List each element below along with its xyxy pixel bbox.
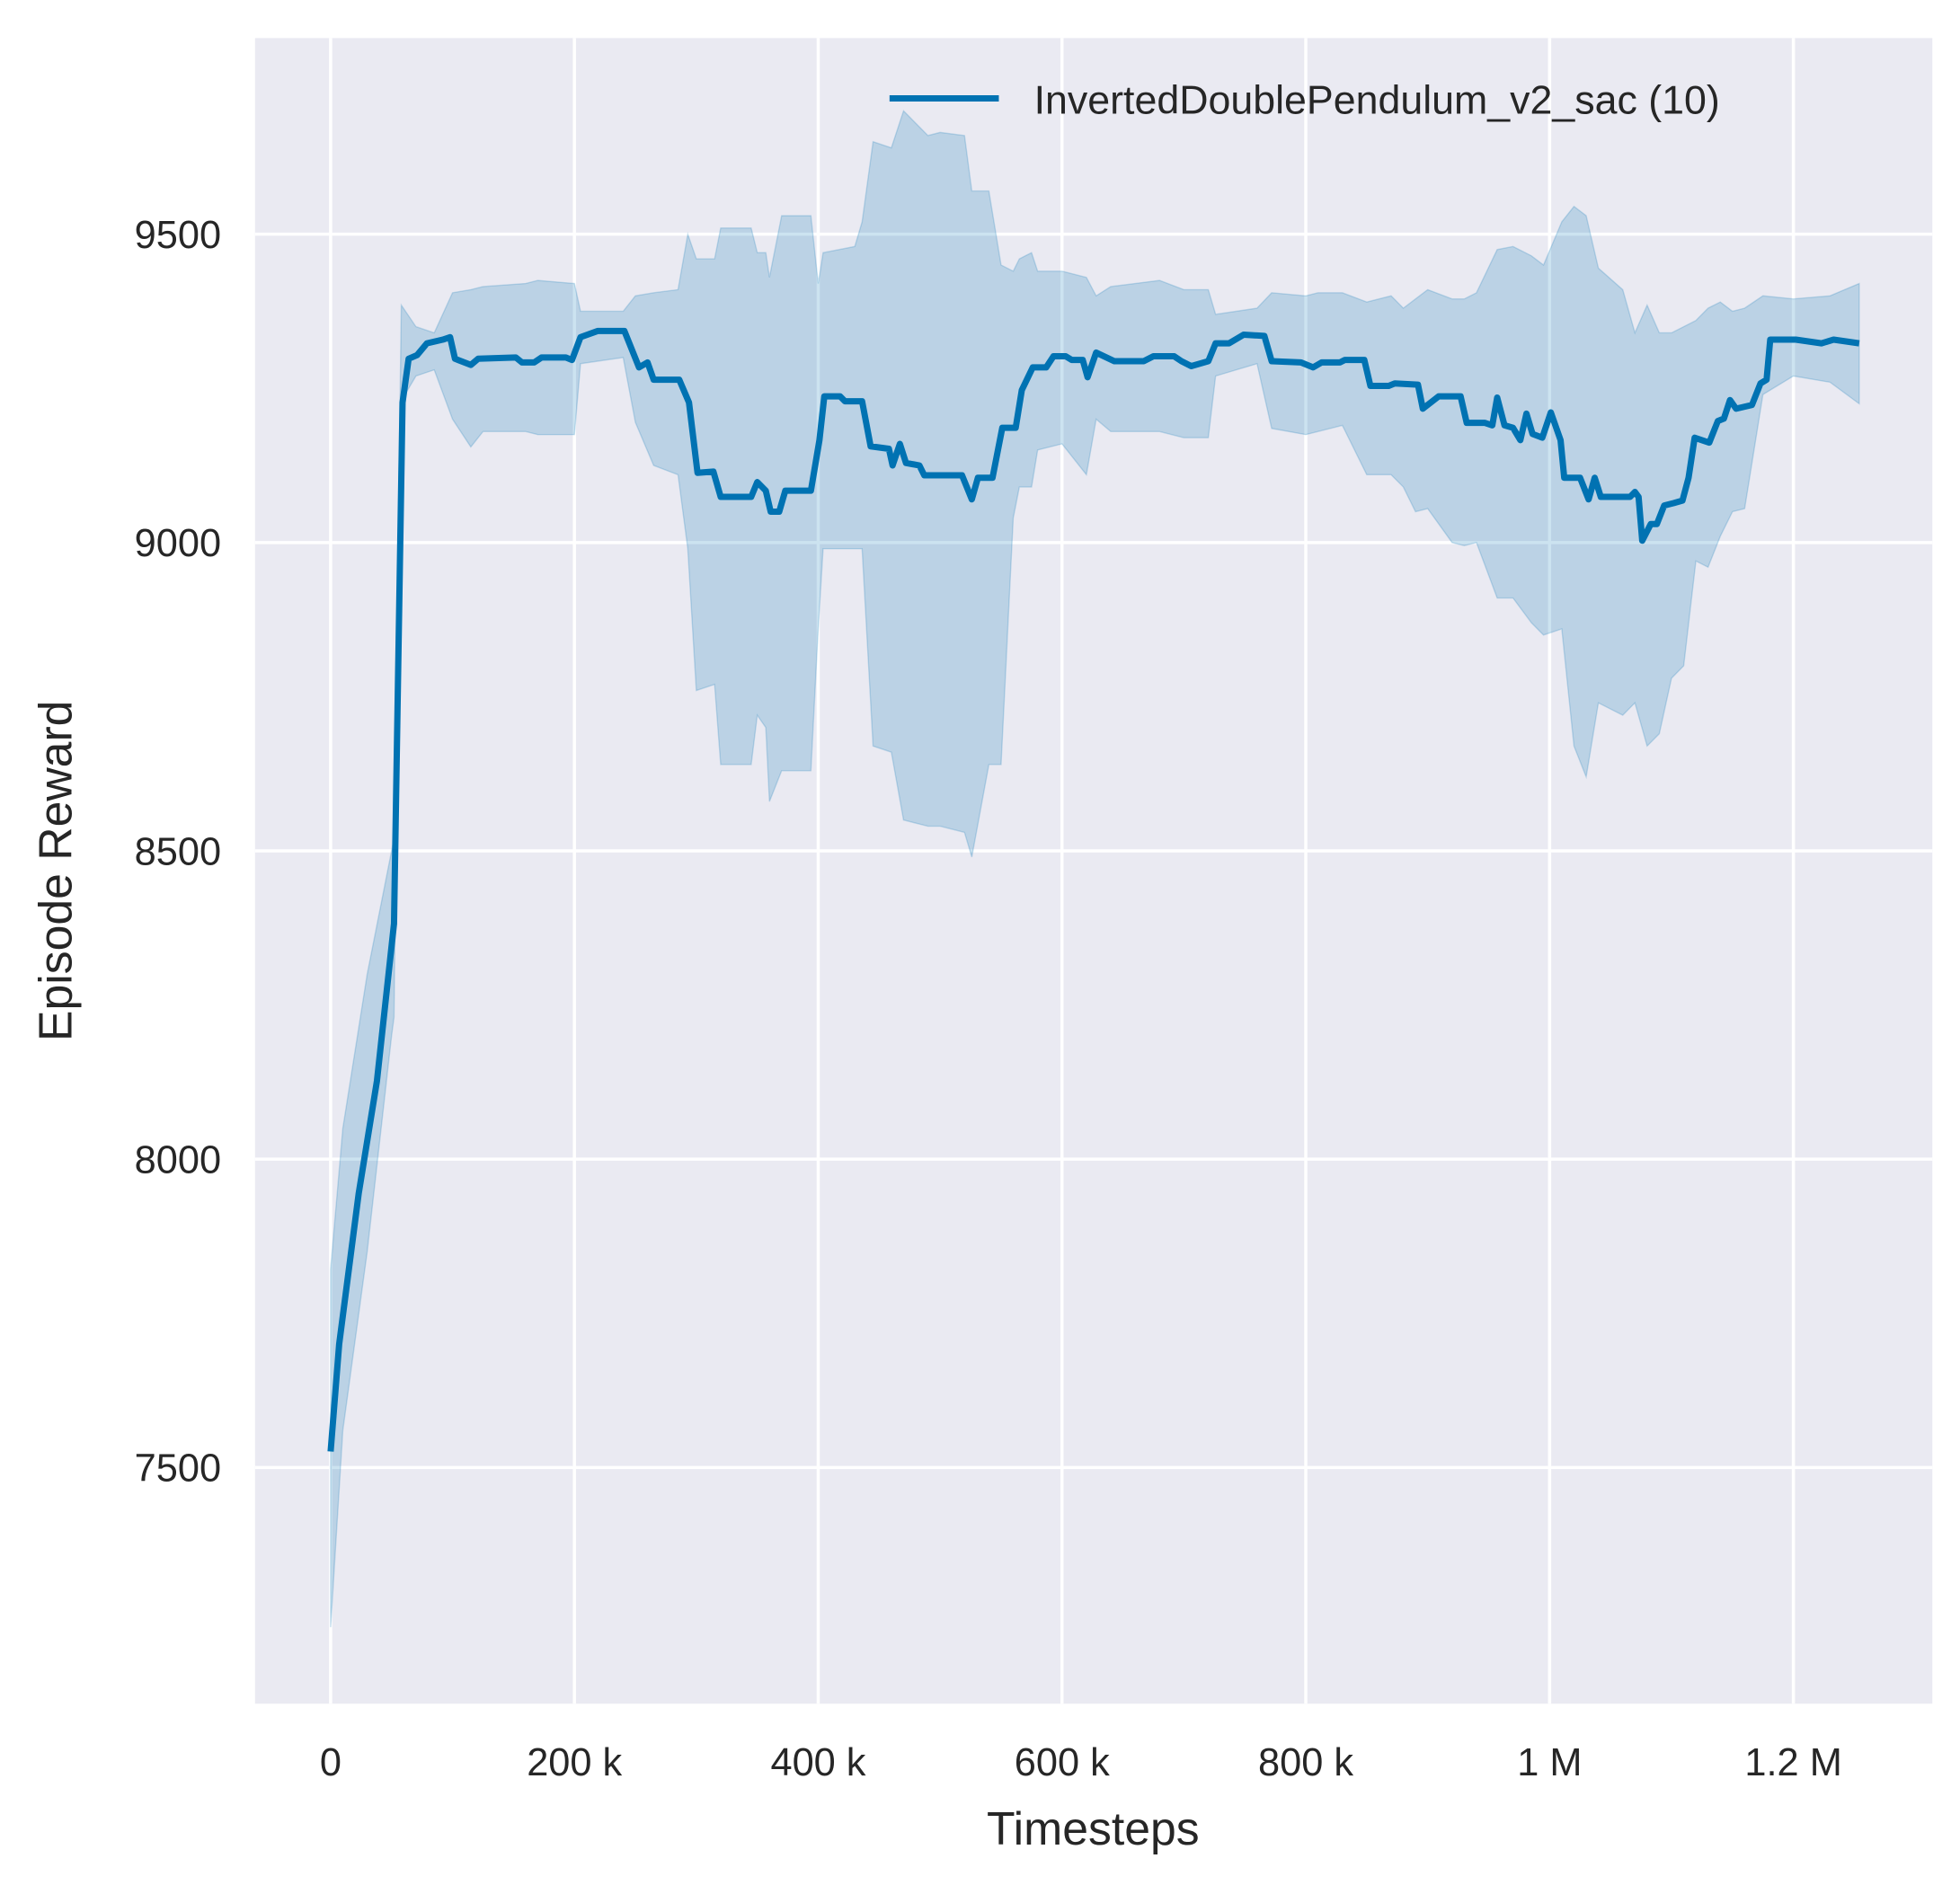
x-tick-label: 1 M xyxy=(1517,1741,1582,1784)
series-lines xyxy=(327,327,1860,1452)
x-tick-label: 200 k xyxy=(527,1741,622,1784)
y-tick-label: 9500 xyxy=(135,214,221,257)
y-axis-label: Episode Reward xyxy=(30,701,82,1041)
mean-reward-line xyxy=(327,327,1860,1452)
confidence-band-group xyxy=(330,110,1860,1628)
x-tick-label: 0 xyxy=(320,1741,341,1784)
x-tick-label: 400 k xyxy=(770,1741,865,1784)
x-tick-labels: 0 200 k 400 k 600 k 800 k 1 M 1.2 M xyxy=(320,1741,1842,1784)
y-tick-label: 8000 xyxy=(135,1139,221,1182)
y-tick-label: 8500 xyxy=(135,830,221,873)
gridlines xyxy=(254,38,1933,1704)
plot-area xyxy=(254,38,1933,1704)
x-tick-label: 800 k xyxy=(1258,1741,1353,1784)
x-axis-label: Timesteps xyxy=(987,1802,1200,1854)
y-tick-label: 7500 xyxy=(135,1447,221,1491)
legend: InvertedDoublePendulum_v2_sac (10) xyxy=(889,78,1720,122)
x-tick-label: 1.2 M xyxy=(1744,1741,1841,1784)
x-tick-label: 600 k xyxy=(1015,1741,1110,1784)
y-tick-label: 9000 xyxy=(135,522,221,565)
y-tick-labels: 7500 8000 8500 9000 9500 xyxy=(135,214,221,1491)
legend-label: InvertedDoublePendulum_v2_sac (10) xyxy=(1034,78,1720,122)
confidence-band xyxy=(330,110,1860,1628)
